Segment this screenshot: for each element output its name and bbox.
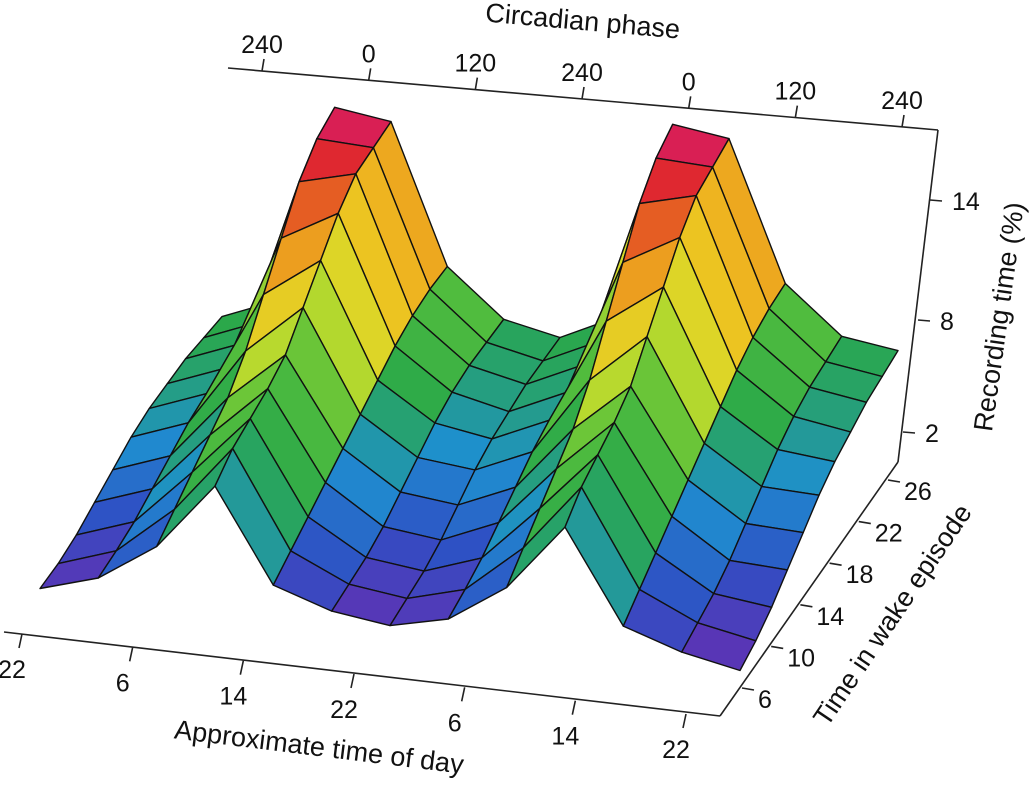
y-tick-label: 18 (846, 561, 874, 589)
top-axis-title: Circadian phase (484, 0, 681, 44)
top-axis-ticks: 240 0 120 240 0 120 240 (241, 31, 923, 128)
top-tick-label: 240 (241, 31, 283, 59)
z-tick-label: 14 (952, 188, 980, 216)
top-tick-label: 0 (362, 40, 376, 68)
z-tick-mark (929, 199, 943, 202)
y-tick-mark (771, 645, 784, 650)
x-axis: 22 6 14 22 6 14 22 Approximate time of day (0, 631, 721, 780)
y-tick-mark (858, 520, 871, 525)
x-tick-label: 14 (551, 723, 579, 751)
y-tick-mark (829, 562, 842, 566)
surface-cell (681, 622, 757, 672)
x-axis-ticks: 22 6 14 22 6 14 22 (0, 633, 690, 764)
top-tick-label: 240 (881, 87, 923, 115)
x-tick-mark (350, 673, 355, 689)
top-tick-label: 120 (774, 78, 816, 106)
x-tick-mark (128, 647, 134, 662)
z-tick-label: 2 (925, 420, 939, 448)
top-tick-mark (367, 68, 372, 81)
y-tick-mark (741, 687, 755, 691)
top-tick-mark (687, 96, 692, 109)
top-tick-mark (901, 114, 905, 128)
top-tick-label: 120 (454, 50, 496, 78)
top-tick-label: 240 (561, 59, 603, 87)
y-tick-label: 6 (758, 686, 772, 714)
x-tick-label: 6 (116, 669, 130, 697)
top-tick-label: 0 (682, 68, 696, 96)
top-tick-mark (794, 105, 799, 118)
y-tick-label: 22 (875, 520, 903, 548)
z-axis-title: Recording time (%) (968, 200, 1030, 433)
top-tick-mark (261, 58, 265, 72)
top-axis: 240 0 120 240 0 120 240 Circadian phase (227, 0, 939, 131)
top-tick-mark (474, 77, 479, 90)
top-axis-line (227, 67, 939, 131)
y-tick-mark (887, 479, 901, 483)
y-tick-mark (800, 604, 813, 608)
x-tick-label: 14 (219, 683, 247, 711)
y-tick-label: 10 (787, 644, 815, 672)
x-tick-label: 22 (330, 696, 358, 724)
x-tick-mark (460, 687, 466, 702)
z-tick-label: 8 (940, 308, 954, 336)
y-tick-label: 14 (816, 603, 844, 631)
x-tick-label: 6 (448, 709, 462, 737)
y-axis-line (719, 461, 899, 717)
z-axis: 2 8 14 Recording time (%) (897, 129, 1030, 463)
z-tick-mark (917, 319, 931, 322)
x-tick-mark (682, 713, 687, 729)
surface-mesh (39, 106, 899, 672)
x-tick-label: 22 (0, 656, 26, 684)
x-tick-mark (571, 700, 577, 715)
x-tick-label: 22 (662, 736, 690, 764)
z-axis-ticks: 2 8 14 (902, 188, 980, 448)
x-tick-mark (18, 633, 23, 649)
z-axis-line (897, 129, 939, 463)
top-tick-mark (581, 86, 585, 100)
z-tick-mark (902, 431, 916, 434)
x-tick-mark (239, 660, 245, 675)
x-axis-line (3, 631, 721, 717)
y-tick-label: 26 (904, 478, 932, 506)
x-axis-title: Approximate time of day (173, 714, 466, 779)
